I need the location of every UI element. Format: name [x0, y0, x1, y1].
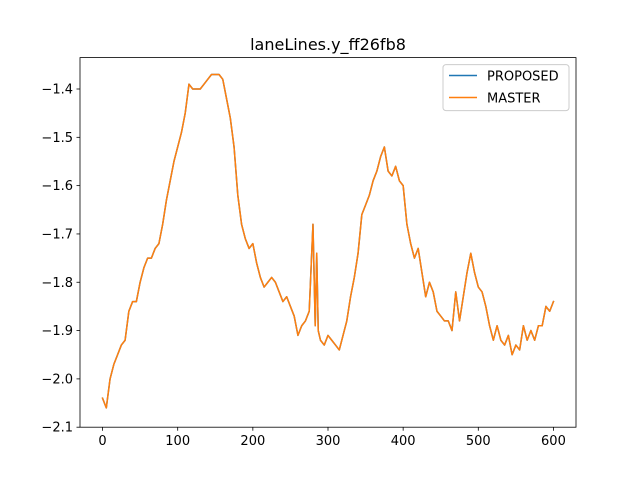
x-tick-label: 100	[165, 434, 190, 449]
x-tick-label: 200	[240, 434, 265, 449]
y-tick-label: −1.6	[41, 179, 73, 194]
y-tick-label: −1.7	[41, 227, 73, 242]
y-tick-label: −2.0	[41, 372, 73, 387]
legend-label-master: MASTER	[487, 92, 541, 107]
chart-title: laneLines.y_ff26fb8	[250, 35, 406, 55]
legend: PROPOSED MASTER	[442, 64, 570, 112]
y-tick-label: −1.4	[41, 83, 73, 98]
plot-area	[80, 57, 576, 428]
x-tick-label: 0	[98, 434, 106, 449]
series-layer	[101, 73, 555, 409]
y-axis-ticks: −2.1 −2.0 −1.9 −1.8 −1.7 −1.6 −1.5 −1.4	[41, 83, 80, 436]
x-tick-label: 300	[316, 434, 341, 449]
x-tick-label: 500	[466, 434, 491, 449]
x-tick-label: 400	[391, 434, 416, 449]
x-axis-ticks: 0 100 200 300 400 500 600	[98, 427, 566, 449]
series-line-master	[101, 73, 555, 409]
legend-label-proposed: PROPOSED	[487, 70, 559, 85]
y-tick-label: −1.9	[41, 324, 73, 339]
x-tick-label: 600	[541, 434, 566, 449]
y-tick-label: −1.8	[41, 276, 73, 291]
y-tick-label: −2.1	[41, 421, 73, 436]
y-tick-label: −1.5	[41, 131, 73, 146]
